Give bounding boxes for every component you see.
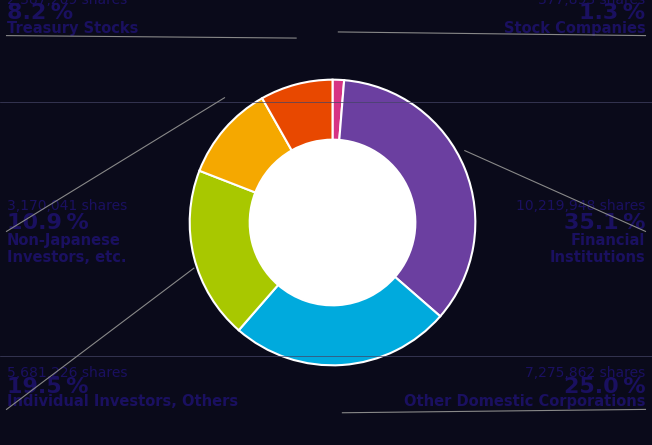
Wedge shape bbox=[262, 80, 333, 150]
Text: 8.2 %: 8.2 % bbox=[7, 3, 72, 23]
Text: 3,170,041 shares: 3,170,041 shares bbox=[7, 198, 126, 213]
Text: 25.0 %: 25.0 % bbox=[564, 377, 645, 397]
Text: Individual Investors, Others: Individual Investors, Others bbox=[7, 394, 237, 409]
Text: 19.5 %: 19.5 % bbox=[7, 377, 88, 397]
Text: Other Domestic Corporations: Other Domestic Corporations bbox=[404, 394, 645, 409]
Text: 2,387,209 shares: 2,387,209 shares bbox=[7, 0, 126, 7]
Wedge shape bbox=[200, 98, 291, 193]
Text: 10.9 %: 10.9 % bbox=[7, 214, 88, 233]
Text: 7,275,862 shares: 7,275,862 shares bbox=[526, 367, 645, 380]
Text: 5,681,226 shares: 5,681,226 shares bbox=[7, 367, 127, 380]
Text: 1.3 %: 1.3 % bbox=[580, 3, 645, 23]
Wedge shape bbox=[333, 80, 344, 140]
Text: Treasury Stocks: Treasury Stocks bbox=[7, 20, 138, 36]
Wedge shape bbox=[190, 171, 278, 330]
Text: Stock Companies: Stock Companies bbox=[504, 20, 645, 36]
Text: Financial
Institutions: Financial Institutions bbox=[550, 233, 645, 265]
Wedge shape bbox=[339, 80, 475, 316]
Text: 10,219,948 shares: 10,219,948 shares bbox=[516, 198, 645, 213]
Wedge shape bbox=[239, 277, 440, 365]
Circle shape bbox=[250, 140, 415, 305]
Text: 35.1 %: 35.1 % bbox=[564, 214, 645, 233]
Text: Non-Japanese
Investors, etc.: Non-Japanese Investors, etc. bbox=[7, 233, 126, 265]
Text: 377,893 shares: 377,893 shares bbox=[539, 0, 645, 7]
